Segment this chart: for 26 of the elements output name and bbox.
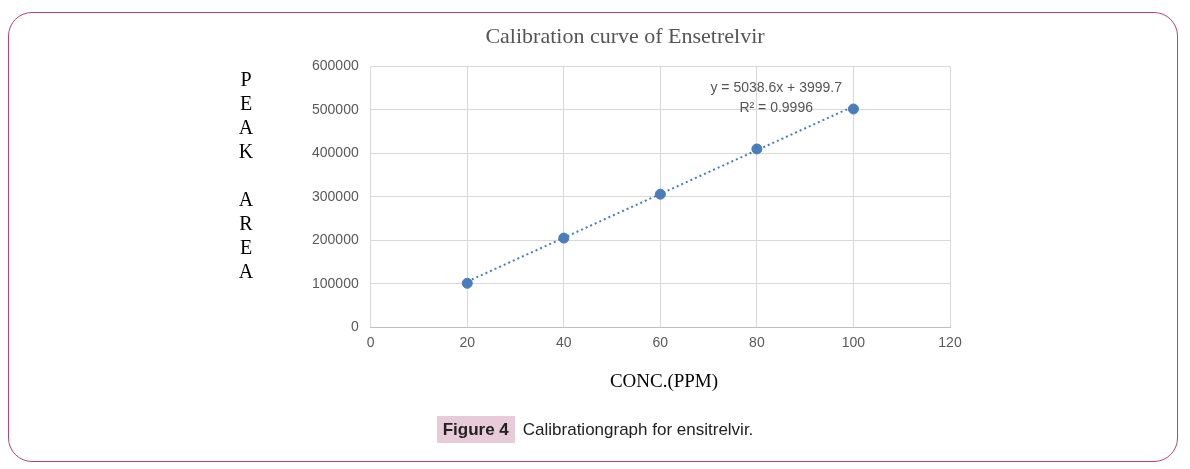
point (847, 103, 859, 115)
point (751, 143, 763, 155)
point (461, 277, 473, 289)
annotation: R² = 0.9996 (739, 99, 814, 116)
y-tick-label: 600000 (312, 57, 359, 74)
x-tick-label: 100 (841, 334, 866, 351)
y-tick-label: 500000 (312, 100, 359, 117)
y-tick-label: 200000 (312, 231, 359, 248)
x-tick-label: 40 (556, 334, 572, 351)
y-axis-title: PEAK AREA (235, 68, 257, 284)
point (654, 188, 666, 200)
text: Calibrationgraph for ensitrelvir. (522, 420, 754, 439)
x-tick-label: 60 (652, 334, 669, 351)
chart-title: Calibration curve of Ensetrelvir (485, 22, 766, 48)
point (558, 232, 570, 244)
x-tick-label: 80 (749, 334, 765, 351)
y-tick-label: 0 (350, 318, 359, 335)
caption: Figure 4 (436, 416, 515, 443)
x-tick-label: 20 (459, 334, 476, 351)
y-tick-label: 300000 (312, 187, 359, 204)
x-axis-title: CONC.(PPM) (608, 370, 720, 392)
x-tick-label: 120 (938, 334, 962, 351)
x-tick-label: 0 (366, 334, 375, 351)
y-tick-label: 400000 (312, 144, 359, 161)
y-tick-label: 100000 (312, 274, 359, 291)
annotation: y = 5038.6x + 3999.7 (710, 79, 843, 96)
